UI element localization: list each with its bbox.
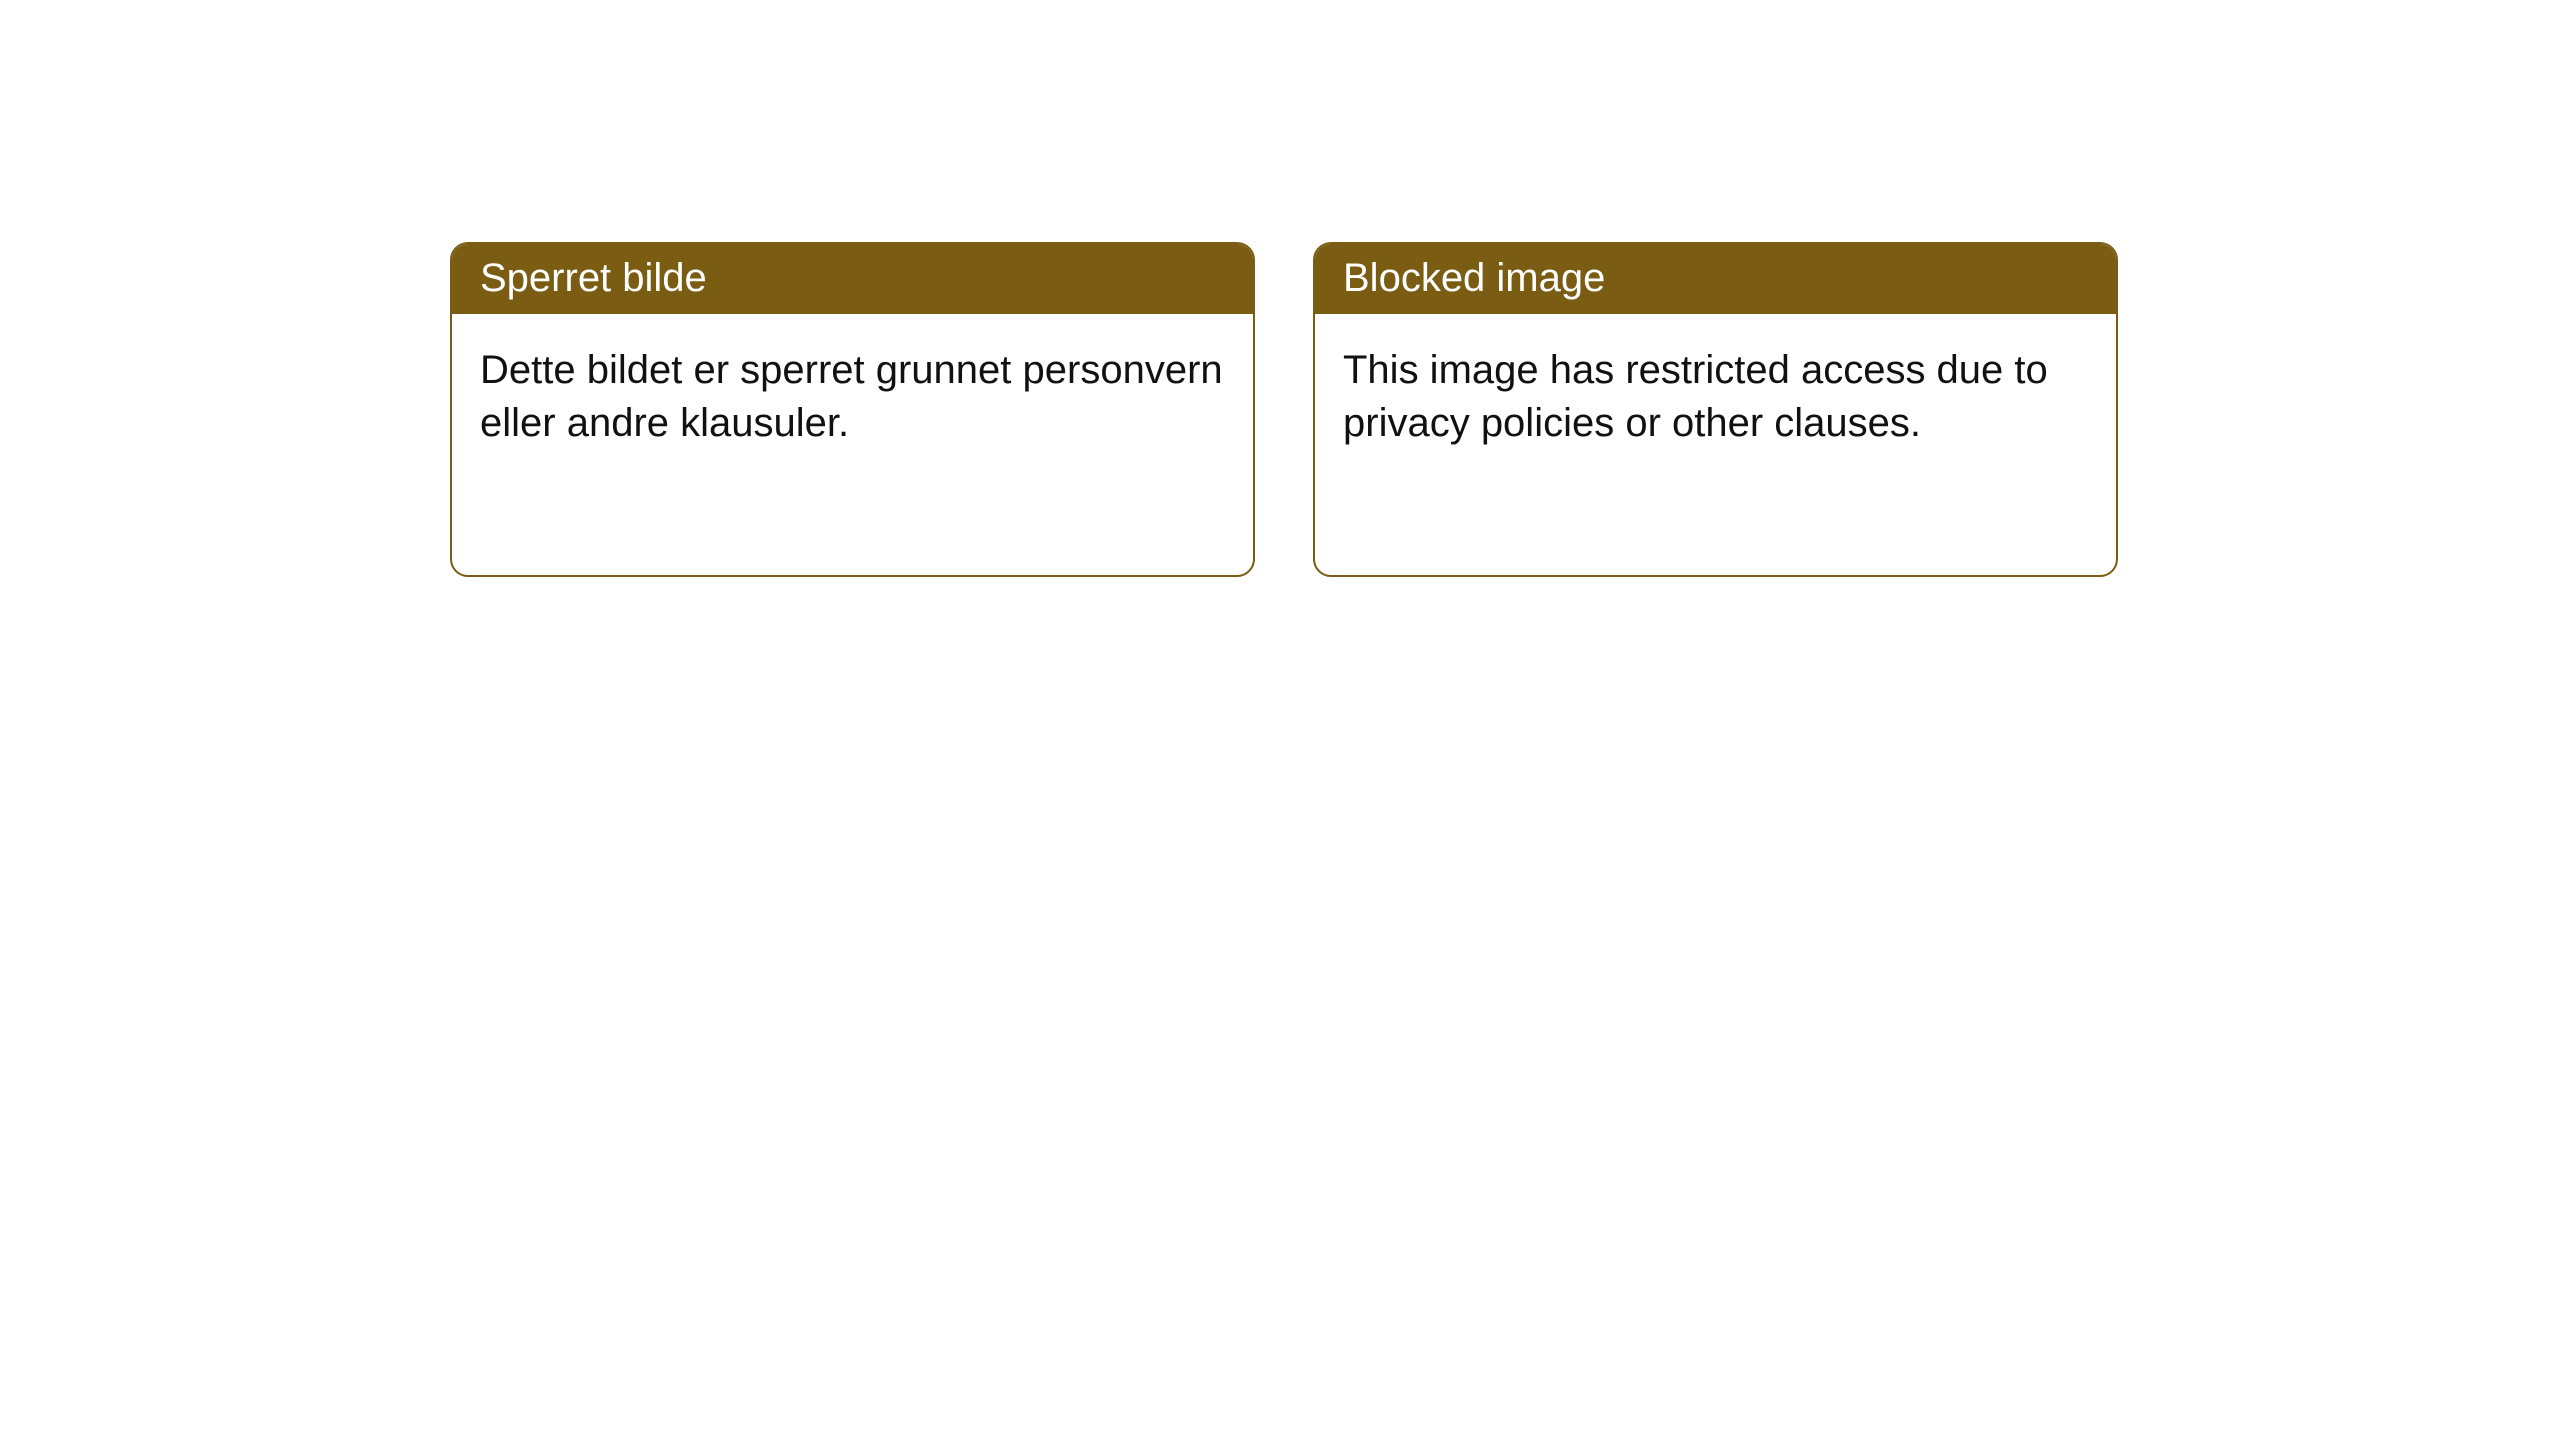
- notice-title-english: Blocked image: [1343, 256, 1605, 300]
- notice-body-english: This image has restricted access due to …: [1315, 314, 2116, 480]
- notice-header-english: Blocked image: [1315, 244, 2116, 314]
- notice-title-norwegian: Sperret bilde: [480, 256, 707, 300]
- notice-container: Sperret bilde Dette bildet er sperret gr…: [0, 0, 2560, 577]
- notice-box-english: Blocked image This image has restricted …: [1313, 242, 2118, 577]
- notice-text-english: This image has restricted access due to …: [1343, 348, 2048, 445]
- notice-box-norwegian: Sperret bilde Dette bildet er sperret gr…: [450, 242, 1255, 577]
- notice-header-norwegian: Sperret bilde: [452, 244, 1253, 314]
- notice-body-norwegian: Dette bildet er sperret grunnet personve…: [452, 314, 1253, 480]
- notice-text-norwegian: Dette bildet er sperret grunnet personve…: [480, 348, 1223, 445]
